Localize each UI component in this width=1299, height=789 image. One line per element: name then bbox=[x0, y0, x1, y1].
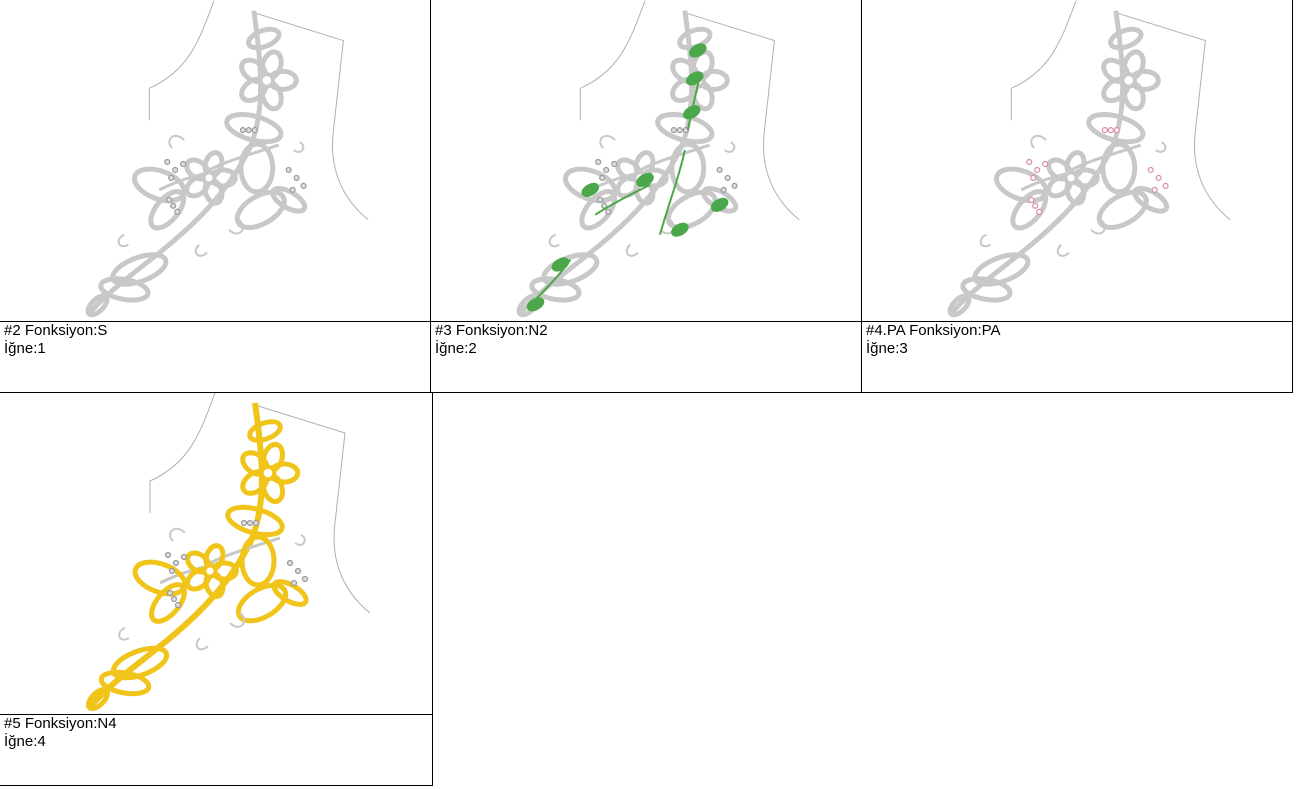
motif bbox=[947, 10, 1170, 318]
panel-2-needle: İğne:2 bbox=[435, 340, 477, 357]
embroidery-preview-3 bbox=[947, 0, 1231, 318]
panel-1: #2 Fonksiyon:S İğne:1 bbox=[0, 0, 431, 393]
motif bbox=[516, 10, 739, 318]
panel-3: #4.PA Fonksiyon:PA İğne:3 bbox=[861, 0, 1293, 393]
panel-2-caption: #3 Fonksiyon:N2 İğne:2 bbox=[435, 322, 548, 358]
panel-4-caption: #5 Fonksiyon:N4 İğne:4 bbox=[4, 715, 117, 751]
embroidery-preview-2 bbox=[516, 0, 800, 318]
panel-2: #3 Fonksiyon:N2 İğne:2 bbox=[430, 0, 862, 393]
panel-1-preview bbox=[0, 0, 430, 322]
panel-2-title: #3 Fonksiyon:N2 bbox=[435, 322, 548, 339]
panel-4: #5 Fonksiyon:N4 İğne:4 bbox=[0, 392, 433, 786]
panel-1-title: #2 Fonksiyon:S bbox=[4, 322, 108, 339]
motif bbox=[85, 10, 308, 318]
panel-1-caption: #2 Fonksiyon:S İğne:1 bbox=[4, 322, 107, 358]
panel-2-preview bbox=[431, 0, 861, 322]
panel-3-needle: İğne:3 bbox=[866, 340, 908, 357]
motif bbox=[85, 402, 309, 711]
panel-3-caption: #4.PA Fonksiyon:PA İğne:3 bbox=[866, 322, 1001, 358]
panel-4-title: #5 Fonksiyon:N4 bbox=[4, 715, 117, 732]
panel-1-needle: İğne:1 bbox=[4, 340, 46, 357]
panel-4-preview bbox=[0, 393, 432, 715]
panel-3-preview bbox=[862, 0, 1292, 322]
embroidery-preview-4 bbox=[85, 393, 371, 711]
embroidery-preview-1 bbox=[85, 0, 369, 318]
panel-4-needle: İğne:4 bbox=[4, 733, 46, 750]
panel-3-title: #4.PA Fonksiyon:PA bbox=[866, 322, 1001, 339]
